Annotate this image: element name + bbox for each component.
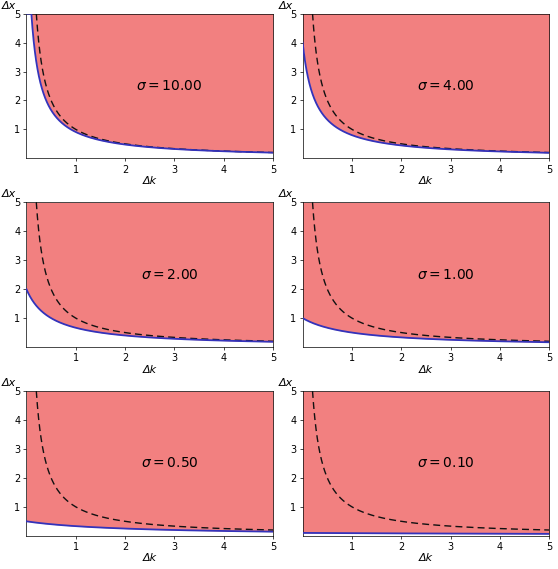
Y-axis label: Δx: Δx bbox=[278, 378, 292, 388]
Y-axis label: Δx: Δx bbox=[2, 189, 16, 200]
Text: $\sigma = 4.00$: $\sigma = 4.00$ bbox=[417, 79, 474, 93]
Y-axis label: Δx: Δx bbox=[278, 1, 292, 11]
Text: $\sigma = 0.10$: $\sigma = 0.10$ bbox=[417, 456, 474, 471]
X-axis label: Δk: Δk bbox=[143, 554, 157, 563]
Y-axis label: Δx: Δx bbox=[2, 378, 16, 388]
Y-axis label: Δx: Δx bbox=[2, 1, 16, 11]
Text: $\sigma = 2.00$: $\sigma = 2.00$ bbox=[141, 268, 198, 282]
Text: $\sigma = 10.00$: $\sigma = 10.00$ bbox=[136, 79, 203, 93]
X-axis label: Δk: Δk bbox=[143, 176, 157, 186]
Y-axis label: Δx: Δx bbox=[278, 189, 292, 200]
X-axis label: Δk: Δk bbox=[143, 365, 157, 375]
Text: $\sigma = 1.00$: $\sigma = 1.00$ bbox=[417, 268, 474, 282]
X-axis label: Δk: Δk bbox=[419, 176, 433, 186]
Text: $\sigma = 0.50$: $\sigma = 0.50$ bbox=[141, 456, 198, 471]
X-axis label: Δk: Δk bbox=[419, 365, 433, 375]
X-axis label: Δk: Δk bbox=[419, 554, 433, 563]
